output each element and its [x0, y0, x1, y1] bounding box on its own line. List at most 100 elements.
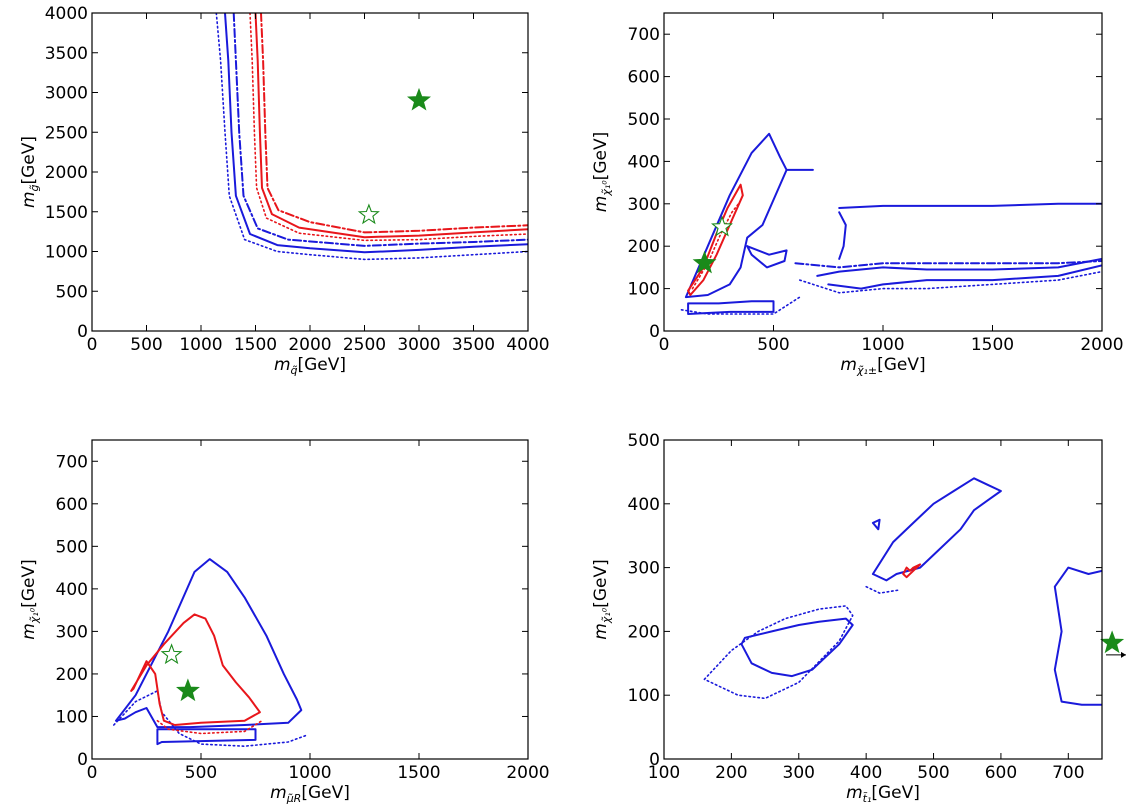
x-tick-label: 3500 [452, 335, 495, 355]
contour-blue-dotted-1 [215, 13, 528, 261]
y-tick-label: 200 [628, 622, 660, 642]
contour-red-solid-4 [130, 613, 261, 726]
contour-blue-dotted-2 [703, 605, 854, 700]
y-tick-label: 300 [628, 559, 660, 579]
contour-blue-solid-7 [827, 264, 1102, 290]
contour-curves [680, 132, 1102, 315]
y-tick-label: 3500 [45, 44, 88, 64]
x-tick-label: 3000 [397, 335, 440, 355]
y-tick-label: 200 [628, 237, 660, 257]
x-tick-label: 500 [917, 763, 949, 783]
y-tick-label: 2500 [45, 123, 88, 143]
x-tick-label: 1000 [861, 335, 904, 355]
y-axis-label: mχ̃₁⁰[GeV] [591, 559, 613, 639]
x-tick-label: 0 [87, 763, 98, 783]
x-axis-label: mq̃[GeV] [274, 355, 346, 377]
y-tick-label: 500 [628, 431, 660, 451]
contour-blue-solid-3 [871, 477, 1002, 582]
contour-blue-solid-2 [224, 13, 528, 254]
benchmark-star-filled [1100, 630, 1125, 654]
contour-blue-solid-1 [115, 558, 303, 729]
y-tick-label: 100 [628, 280, 660, 300]
contour-blue-dashdot-8 [794, 260, 1102, 269]
x-tick-label: 500 [757, 335, 789, 355]
x-tick-label: 100 [648, 763, 680, 783]
benchmark-star-filled [176, 678, 200, 702]
contour-blue-dashdot-3 [232, 13, 528, 247]
x-tick-label: 4000 [506, 335, 549, 355]
contour-blue-dotted-9 [798, 270, 1102, 294]
subplot-2: 0 500 1000 1500 2000 0 100 200 300 400 500 600 700 mχ… [591, 12, 1124, 377]
y-axis-label: mχ̃₁⁰[GeV] [591, 132, 613, 212]
x-axis-label: mt̃₁[GeV] [846, 783, 920, 805]
y-tick-label: 700 [628, 25, 660, 45]
contour-blue-solid-6 [838, 211, 847, 260]
subplot-3: 0 500 1000 1500 2000 0 100 200 300 400 500 600 700 mμ… [19, 439, 550, 805]
y-tick-label: 200 [56, 665, 88, 685]
x-tick-label: 0 [659, 335, 670, 355]
x-tick-label: 1500 [234, 335, 277, 355]
x-tick-label: 700 [1052, 763, 1084, 783]
x-tick-label: 1000 [288, 763, 331, 783]
benchmark-star-open [711, 215, 733, 237]
offscale-arrowhead [1121, 651, 1126, 658]
x-tick-label: 400 [850, 763, 882, 783]
y-tick-label: 500 [628, 110, 660, 130]
y-tick-label: 400 [56, 580, 88, 600]
subplot-1: 0 500 1000 1500 2000 2500 3000 3500 4000 0 500 1000… [19, 4, 550, 377]
x-tick-label: 500 [185, 763, 217, 783]
x-axis-label: mχ̃₁±[GeV] [840, 355, 925, 377]
contour-blue-solid-4 [816, 257, 1102, 277]
benchmark-star-open [160, 643, 183, 665]
x-tick-label: 2000 [288, 335, 331, 355]
contour-blue-solid-4 [871, 518, 881, 531]
contour-red-dashdot-6 [260, 13, 528, 234]
y-tick-label: 400 [628, 152, 660, 172]
y-tick-label: 1000 [45, 243, 88, 263]
contour-blue-solid-5 [838, 202, 1102, 209]
y-tick-label: 0 [77, 322, 88, 342]
y-tick-label: 300 [628, 195, 660, 215]
y-tick-label: 400 [628, 495, 660, 515]
contour-red-solid-7 [902, 563, 922, 579]
x-tick-label: 500 [130, 335, 162, 355]
contour-curves [215, 13, 528, 261]
x-tick-label: 2000 [1080, 335, 1123, 355]
contour-curves [113, 558, 307, 748]
contour-blue-solid-2 [156, 728, 257, 746]
contour-red-dotted-12 [691, 203, 740, 290]
x-tick-label: 1500 [397, 763, 440, 783]
y-axis-label: mg̃[GeV] [19, 136, 41, 208]
y-tick-label: 600 [56, 495, 88, 515]
y-tick-label: 100 [628, 686, 660, 706]
contour-blue-solid-1 [684, 132, 814, 299]
contour-blue-solid-3 [746, 245, 788, 269]
y-tick-label: 700 [56, 452, 88, 472]
y-tick-label: 2000 [45, 163, 88, 183]
y-tick-label: 0 [649, 750, 660, 770]
y-tick-label: 500 [56, 282, 88, 302]
plot-frame [91, 12, 529, 332]
y-tick-label: 4000 [45, 4, 88, 24]
contour-blue-dotted-3 [113, 690, 307, 748]
contour-red-dotted-4 [249, 13, 528, 242]
plot-frame [663, 439, 1103, 760]
y-axis-label: mχ̃₁⁰[GeV] [19, 559, 41, 639]
contour-blue-solid-2 [687, 300, 775, 315]
x-tick-label: 1000 [179, 335, 222, 355]
x-tick-label: 2000 [506, 763, 549, 783]
y-tick-label: 0 [649, 322, 660, 342]
contour-curves [703, 477, 1102, 706]
contour-blue-dotted-5 [865, 585, 901, 594]
contour-blue-solid-1 [740, 617, 854, 678]
x-tick-label: 0 [87, 335, 98, 355]
benchmark-star-filled [407, 87, 431, 111]
contour-red-solid-11 [687, 183, 744, 296]
y-tick-label: 600 [628, 68, 660, 88]
contour-red-dotted-5 [156, 719, 263, 735]
y-tick-label: 0 [77, 750, 88, 770]
benchmark-star-open [357, 203, 380, 225]
y-tick-label: 100 [56, 707, 88, 727]
x-tick-label: 600 [985, 763, 1017, 783]
